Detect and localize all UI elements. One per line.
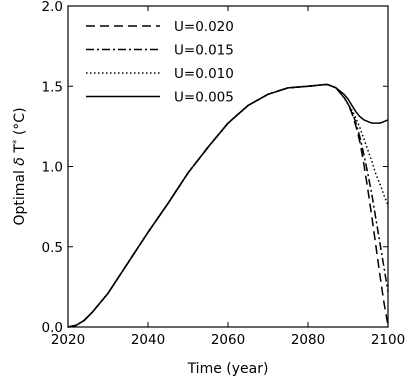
y-axis-label: Optimal δ T* (°C) — [12, 107, 28, 225]
x-tick-label-3: 2060 — [211, 332, 245, 348]
y-tick-label-4: 1.5 — [42, 79, 63, 95]
series-line-2 — [67, 83, 389, 328]
axis-ticks: 2020 2040 2060 2080 2100 0.0 0.5 1.0 1.5 2.0 — [42, 0, 406, 348]
y-axis-label-star: * — [12, 139, 22, 144]
y-tick-label-2: 0.5 — [42, 240, 63, 256]
legend-label-1: U=0.020 — [174, 19, 234, 35]
y-tick-label-1: 0.0 — [42, 320, 63, 336]
y-axis-label-var: T — [12, 144, 28, 157]
x-tick-label-2: 2040 — [131, 332, 165, 348]
y-axis-label-delta: δ — [12, 157, 28, 166]
x-axis-label: Time (year) — [187, 361, 269, 377]
y-tick-label-5: 2.0 — [42, 0, 63, 15]
legend-label-3: U=0.010 — [174, 66, 234, 82]
series-layer — [67, 83, 389, 328]
y-axis-label-prefix: Optimal — [12, 166, 28, 226]
x-tick-label-4: 2080 — [291, 332, 325, 348]
legend-label-2: U=0.015 — [174, 43, 234, 59]
x-tick-label-5: 2100 — [371, 332, 405, 348]
y-tick-label-3: 1.0 — [42, 160, 63, 176]
legend: U=0.020 U=0.015 U=0.010 U=0.005 — [86, 19, 234, 106]
plot-frame — [67, 5, 389, 328]
legend-label-4: U=0.005 — [174, 90, 234, 106]
y-axis-label-unit: (°C) — [12, 107, 28, 139]
series-line-4 — [67, 83, 389, 328]
x-tick-label-1: 2020 — [51, 332, 85, 348]
